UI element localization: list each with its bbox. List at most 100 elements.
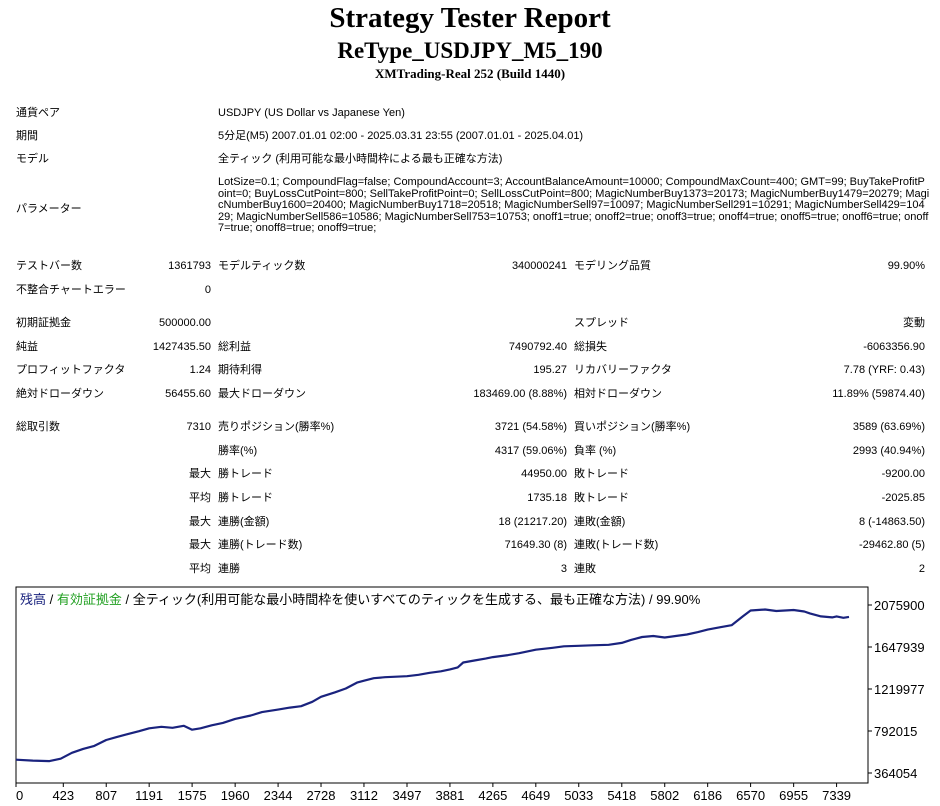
period-label: 期間 [16,130,38,142]
consec-loss-amt-label: 連敗(金額) [574,516,626,528]
x-tick-label: 3497 [393,788,422,803]
x-tick-label: 2344 [264,788,293,803]
max-dd-value: 183469.00 (8.88%) [473,388,567,400]
deposit-label: 初期証拠金 [16,317,71,329]
x-tick-label: 4265 [478,788,507,803]
max-win-label: 勝トレード [218,468,273,480]
params-label: パラメーター [16,203,82,215]
short-value: 3721 (54.58%) [494,421,567,433]
chart-frame [15,586,869,784]
x-tick-label: 5418 [607,788,636,803]
max-loss-value: -9200.00 [881,468,925,480]
balance-chart: 残高 / 有効証拠金 / 全ティック(利用可能な最小時間枠を使いすべてのティック… [15,586,925,803]
x-tick-label: 0 [16,788,23,803]
y-tick-label: 1219977 [874,682,925,697]
rel-dd-label: 相対ドローダウン [574,388,662,400]
pf-value: 1.24 [189,364,211,376]
net-value: 1427435.50 [152,341,211,353]
consec-loss-amt-value: 8 (-14863.50) [858,516,925,528]
model-value: 全ティック (利用可能な最小時間枠による最も正確な方法) [218,153,503,165]
gross-loss-value: -6063356.90 [863,341,925,353]
payoff-label: 期待利得 [218,364,262,376]
bars-label: テストバー数 [16,260,82,272]
deposit-value: 500000.00 [159,317,211,329]
pair-label: 通貨ペア [16,107,60,119]
x-tick-label: 3112 [350,788,378,803]
loss-rate-value: 2993 (40.94%) [852,445,925,457]
pf-label: プロフィットファクタ [16,364,126,376]
model-label: モデル [16,153,49,165]
short-label: 売りポジション(勝率%) [218,421,335,433]
ticks-value: 340000241 [511,260,567,272]
errors-value: 0 [204,284,211,296]
consec-win-cnt-label: 連勝(トレード数) [218,539,303,551]
bars-value: 1361793 [168,260,211,272]
x-tick-label: 6186 [693,788,722,803]
report-subtitle: ReType_USDJPY_M5_190 [337,38,603,63]
x-tick-label: 1960 [221,788,250,803]
x-tick-label: 423 [52,788,74,803]
x-tick-label: 6570 [736,788,765,803]
avg-consec-win-label: 連勝 [218,563,240,575]
abs-dd-label: 絶対ドローダウン [16,388,104,400]
payoff-value: 195.27 [533,364,567,376]
avg-label-2: 平均 [189,563,211,575]
x-tick-label: 5802 [650,788,679,803]
y-tick-label: 364054 [874,766,917,781]
net-label: 純益 [16,341,38,353]
server-build: XMTrading-Real 252 (Build 1440) [374,66,566,81]
consec-win-cnt-value: 71649.30 (8) [504,539,567,551]
pair-value: USDJPY (US Dollar vs Japanese Yen) [218,107,405,119]
x-tick-label: 1191 [135,788,163,803]
chart-legend: 残高 / 有効証拠金 / 全ティック(利用可能な最小時間枠を使いすべてのティック… [20,592,701,607]
consec-loss-cnt-value: -29462.80 (5) [858,539,925,551]
max-win-value: 44950.00 [521,468,567,480]
recovery-label: リカバリーファクタ [574,364,672,376]
legend-equity: 有効証拠金 [57,592,122,607]
long-label: 買いポジション(勝率%) [574,421,691,433]
max-loss-label: 敗トレード [574,468,629,480]
quality-label: モデリング品質 [574,260,651,272]
spread-label: スプレッド [574,317,629,329]
abs-dd-value: 56455.60 [165,388,211,400]
params-value: LotSize=0.1; CompoundFlag=false; Compoun… [218,176,930,235]
trades-value: 7310 [186,421,211,433]
period-value: 5分足(M5) 2007.01.01 02:00 - 2025.03.31 23… [218,130,584,142]
x-tick-label: 807 [95,788,117,803]
consec-loss-cnt-label: 連敗(トレード数) [574,539,659,551]
x-axis: 0 423 807 1191 1575 1960 2344 2728 3112 3497 3881 4… [15,783,851,803]
x-tick-label: 2728 [307,788,336,803]
win-rate-label: 勝率(%) [218,445,258,457]
avg-consec-loss-value: 2 [918,563,925,575]
legend-sep: / [46,592,57,607]
avg-loss-value: -2025.85 [881,492,925,504]
avg-consec-loss-label: 連敗 [574,563,596,575]
avg-label: 平均 [189,492,211,504]
long-value: 3589 (63.69%) [852,421,925,433]
y-tick-label: 1647939 [874,640,925,655]
legend-balance: 残高 [20,592,46,607]
balance-line [15,608,850,763]
y-axis: 2075900 1647939 1219977 792015 364054 [868,598,925,781]
avg-win-value: 1735.18 [527,492,567,504]
x-tick-label: 3881 [435,788,464,803]
avg-loss-label: 敗トレード [574,492,629,504]
y-tick-label: 792015 [874,724,917,739]
quality-value: 99.90% [887,260,925,272]
avg-win-label: 勝トレード [218,492,273,504]
consec-win-amt-label: 連勝(金額) [218,516,270,528]
win-rate-value: 4317 (59.06%) [494,445,567,457]
report-title: Strategy Tester Report [329,2,611,34]
x-tick-label: 1575 [178,788,207,803]
x-tick-label: 7339 [822,788,851,803]
max-label-2: 最大 [189,516,211,528]
y-tick-label: 2075900 [874,598,925,613]
avg-consec-win-value: 3 [560,563,567,575]
rel-dd-value: 11.89% (59874.40) [832,388,925,400]
spread-value: 変動 [903,317,925,329]
x-tick-label: 4649 [521,788,550,803]
max-dd-label: 最大ドローダウン [218,388,306,400]
legend-rest: / 全ティック(利用可能な最小時間枠を使いすべてのティックを生成する、最も正確な… [122,592,701,607]
max-label-3: 最大 [189,539,211,551]
gross-profit-label: 総利益 [218,341,251,353]
